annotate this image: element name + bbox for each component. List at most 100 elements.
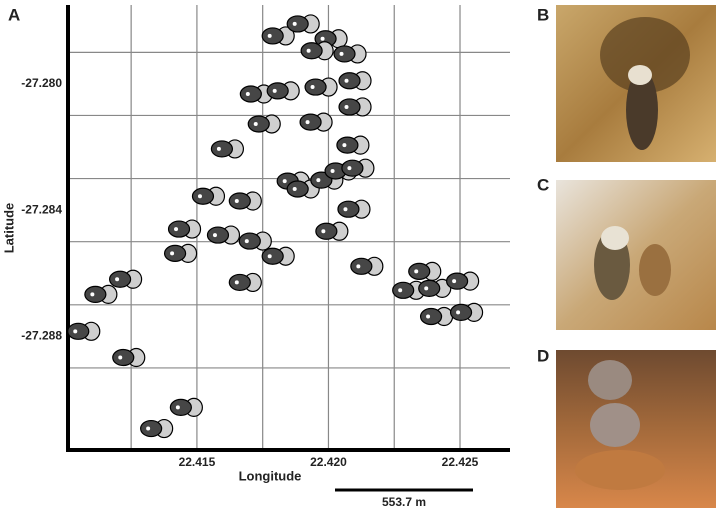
- nest-dark: [315, 222, 338, 240]
- nest: [337, 199, 371, 219]
- nest: [333, 44, 367, 64]
- nest-dark: [408, 262, 431, 280]
- nest-dark: [261, 27, 284, 45]
- nest-dark: [67, 322, 90, 340]
- nest-dark: [108, 270, 132, 288]
- nest-dot: [310, 85, 315, 90]
- nest-dot: [305, 120, 310, 125]
- nest-dark: [392, 281, 415, 299]
- nest-dot: [356, 264, 361, 269]
- nest-dot: [174, 227, 179, 232]
- nest: [300, 41, 334, 61]
- nest: [140, 418, 174, 439]
- nest: [408, 261, 442, 281]
- x-tick-label: 22.420: [310, 455, 347, 469]
- scale-bar-label: 553.7 m: [382, 495, 426, 509]
- nest-dot: [292, 21, 297, 26]
- panel-label: C: [537, 175, 549, 194]
- nest-dark: [191, 187, 215, 205]
- nest: [163, 243, 198, 263]
- nest-dark: [238, 232, 261, 250]
- nest-dot: [330, 169, 335, 174]
- nest-dark: [247, 115, 270, 133]
- nest-dark: [84, 285, 107, 304]
- nest-dark: [350, 257, 373, 275]
- nest-dot: [344, 104, 349, 109]
- nest-dark: [299, 113, 322, 131]
- nest-dot: [146, 426, 151, 431]
- nest-dark: [112, 348, 135, 367]
- x-axis-label: Longitude: [239, 468, 302, 483]
- nest-dark: [337, 200, 360, 218]
- nest: [338, 71, 372, 91]
- nest-dark: [167, 220, 191, 238]
- nest: [419, 306, 454, 327]
- nest-dot: [426, 314, 431, 319]
- nest: [228, 191, 262, 211]
- nest-dot: [342, 143, 347, 148]
- nest: [261, 246, 295, 266]
- nest: [84, 284, 118, 305]
- y-tick-label: -27.284: [21, 202, 62, 216]
- nest-dark: [266, 82, 289, 100]
- nest: [67, 321, 101, 341]
- nest-dot: [452, 279, 457, 284]
- nest-dark: [286, 180, 309, 198]
- nest-dark: [239, 85, 262, 103]
- nest: [350, 256, 384, 276]
- nest-dot: [267, 254, 272, 259]
- nest-dark: [261, 247, 284, 265]
- nest-dot: [90, 292, 95, 297]
- nest-dot: [245, 92, 250, 96]
- nest-dot: [234, 280, 239, 285]
- photo-c: [556, 180, 716, 330]
- nest-dark: [310, 171, 333, 189]
- nest: [449, 302, 484, 322]
- nest: [238, 231, 272, 251]
- nest-dot: [320, 36, 325, 41]
- nest-dark: [206, 226, 230, 244]
- nest-dot: [272, 88, 277, 93]
- nest: [314, 29, 348, 49]
- nest-dark: [336, 136, 359, 154]
- nest-dot: [292, 186, 297, 191]
- nest-dot: [424, 286, 429, 291]
- nest: [336, 135, 370, 155]
- nest-dark: [333, 45, 356, 63]
- nest-dot: [414, 269, 419, 274]
- nest: [228, 272, 262, 293]
- nest-dark: [286, 15, 309, 33]
- nest-dot: [282, 179, 287, 184]
- nest: [338, 97, 372, 117]
- nest: [299, 112, 333, 132]
- nest: [206, 225, 241, 245]
- nest: [167, 219, 202, 239]
- nest-dark: [169, 398, 192, 416]
- x-tick-label: 22.415: [179, 455, 216, 469]
- nest: [266, 81, 300, 101]
- map-panel: 22.415 22.420 22.425 -27.280 -27.284 -27.288 L…: [1, 5, 510, 509]
- nest: [418, 278, 452, 299]
- y-tick-label: -27.280: [21, 76, 62, 90]
- nest-dot: [339, 51, 344, 56]
- nest-dark: [140, 419, 163, 438]
- nest-dot: [343, 207, 348, 212]
- photo-d: [556, 350, 716, 508]
- nest-dark: [338, 72, 361, 90]
- nest-dot: [118, 355, 123, 360]
- nest: [286, 14, 320, 34]
- nest-dot: [197, 194, 202, 199]
- nest-dot: [244, 239, 249, 244]
- nest-dot: [253, 121, 258, 126]
- nest-dark: [446, 272, 469, 290]
- nest: [446, 271, 480, 291]
- nest: [210, 139, 245, 159]
- nest-dot: [73, 329, 78, 334]
- nest: [392, 280, 426, 300]
- nest: [247, 114, 281, 134]
- nest: [261, 26, 295, 46]
- nest-dark: [418, 279, 441, 298]
- nest: [315, 221, 349, 241]
- nest: [304, 77, 338, 97]
- nest: [112, 347, 146, 368]
